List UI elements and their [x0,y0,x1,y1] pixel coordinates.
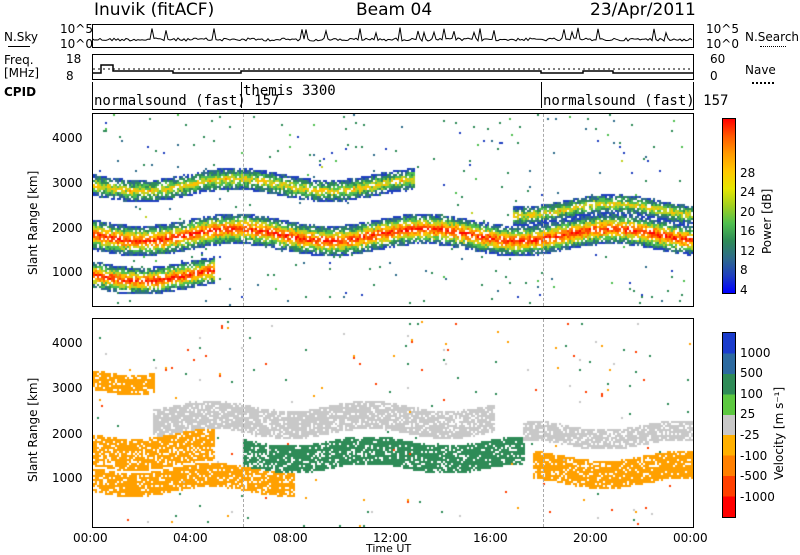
noise-trace [93,27,693,43]
vel-cpid-marker-1 [243,319,244,527]
noise-panel [92,24,694,48]
vel-cbar-tick-25: 25 [740,407,756,421]
cpid-label: CPID [4,85,37,99]
vel-cbar-tick-neg500: -500 [740,469,768,483]
noise-line [93,27,693,43]
noise-right-tick-top: 10^5 [706,22,739,36]
vel-cbar-tick-500: 500 [740,366,763,380]
xtick-1600: 16:00 [473,531,508,545]
cpid-divider-2 [541,82,542,108]
nsky-legend-line [8,46,30,47]
power-heatmap [93,114,693,306]
power-colorbar [722,118,736,294]
cpid-segment-2: themis 3300 [243,83,336,99]
vel-ylabel: Slant Range [km] [26,377,40,482]
nave-legend-line [752,82,774,84]
freq-line [93,64,693,74]
vel-ytick-2000: 2000 [52,427,83,441]
vel-cbar-label: Velocity [m s⁻¹] [772,386,786,480]
beam-title: Beam 04 [356,0,433,20]
xtick-0400: 04:00 [173,531,208,545]
freq-right-tick-bottom: 0 [710,69,718,83]
freq-left-tick-top: 18 [66,52,82,66]
vel-ytick-4000: 4000 [52,336,83,350]
power-cpid-marker-1 [243,114,244,306]
nsearch-legend-line [760,46,786,47]
xtick-2000: 20:00 [573,531,608,545]
vel-cbar-tick-neg25: -25 [740,428,760,442]
vel-ytick-3000: 3000 [52,381,83,395]
freq-trace [93,64,693,74]
date-title: 23/Apr/2011 [590,0,696,20]
power-ytick-2000: 2000 [52,221,83,235]
nsky-label: N.Sky [4,30,39,44]
power-cbar-tick-16: 16 [740,224,756,238]
power-panel [92,113,694,307]
power-cbar-tick-12: 12 [740,244,756,258]
noise-left-tick-top: 10^5 [60,22,93,36]
power-cpid-marker-2 [543,114,544,306]
station-title: Inuvik (fitACF) [94,0,215,20]
freq-label: Freq. [4,53,34,67]
power-ytick-1000: 1000 [52,265,83,279]
power-cbar-tick-28: 28 [740,166,756,180]
cpid-segment-3: normalsound (fast) 157 [543,93,729,109]
nsearch-label: N.Search [745,30,800,44]
noise-left-tick-bottom: 10^0 [60,37,93,51]
xlabel: Time UT [366,542,412,555]
power-ytick-4000: 4000 [52,131,83,145]
vel-cbar-tick-1000: 1000 [740,346,771,360]
freq-right-tick-top: 60 [710,52,726,66]
vel-cpid-marker-2 [543,319,544,527]
freq-unit-label: [MHz] [4,66,40,80]
xtick-1200: 12:00 [373,531,408,545]
freq-left-tick-bottom: 8 [66,69,74,83]
vel-cbar-tick-neg100: -100 [740,449,768,463]
velocity-panel [92,318,694,528]
xtick-0000: 00:00 [73,531,108,545]
cpid-segment-1: normalsound (fast) 157 [94,93,280,109]
vel-ytick-1000: 1000 [52,471,83,485]
power-ylabel: Slant Range [km] [26,170,40,275]
freq-panel [92,54,694,80]
xtick-2400: 00:00 [673,531,708,545]
power-cbar-tick-24: 24 [740,185,756,199]
vel-cbar-tick-100: 100 [740,387,763,401]
velocity-heatmap [93,319,693,527]
nave-label: Nave [745,63,776,77]
power-cbar-tick-8: 8 [740,263,748,277]
cpid-divider-1 [241,82,242,108]
power-cbar-tick-20: 20 [740,205,756,219]
power-cbar-label: Power [dB] [760,188,774,254]
power-cbar-tick-4: 4 [740,283,748,297]
vel-cbar-tick-neg1000: -1000 [740,490,775,504]
power-ytick-3000: 3000 [52,176,83,190]
velocity-colorbar [722,332,736,518]
xtick-0800: 08:00 [273,531,308,545]
cpid-panel [92,82,694,110]
noise-right-tick-bottom: 10^0 [706,37,739,51]
